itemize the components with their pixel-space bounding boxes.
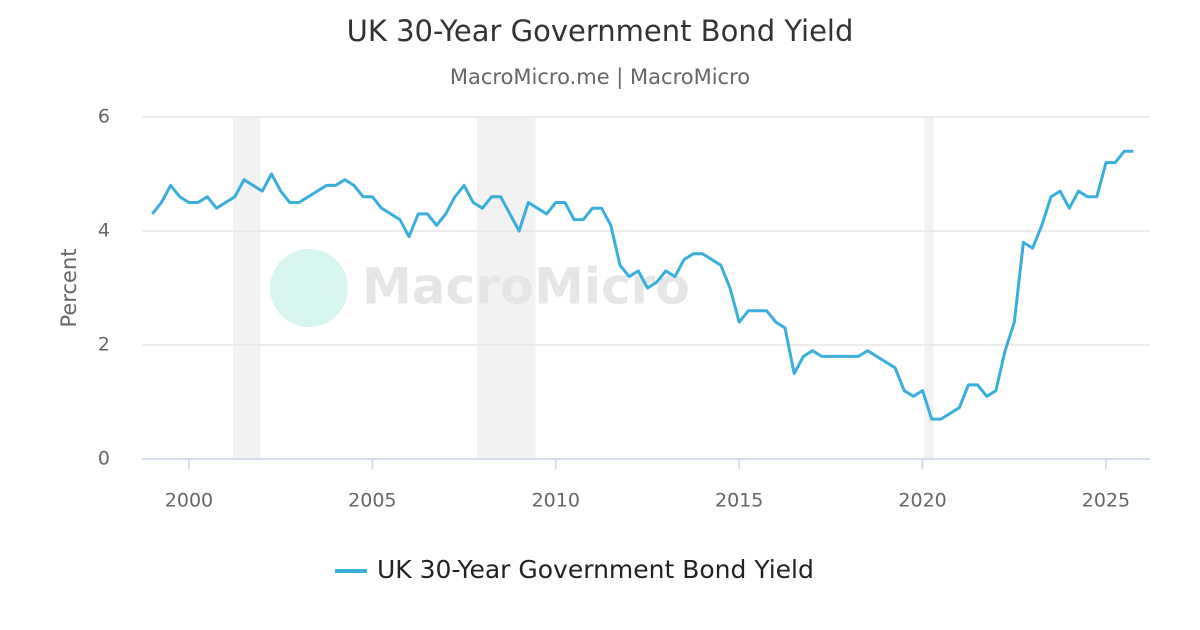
legend-label: UK 30-Year Government Bond Yield bbox=[377, 555, 814, 584]
y-tick-label: 2 bbox=[98, 334, 110, 356]
y-tick-label: 0 bbox=[98, 448, 110, 470]
y-tick-label: 4 bbox=[98, 220, 110, 242]
x-tick-label: 2025 bbox=[1082, 490, 1130, 512]
data-line bbox=[151, 149, 1134, 421]
x-tick-label: 2010 bbox=[532, 490, 580, 512]
x-tick-label: 2020 bbox=[898, 490, 946, 512]
recession-band bbox=[232, 117, 261, 459]
chart-title: UK 30-Year Government Bond Yield bbox=[347, 14, 854, 48]
x-tick-label: 2005 bbox=[348, 490, 396, 512]
watermark-logo bbox=[270, 249, 348, 327]
x-tick-label: 2000 bbox=[165, 490, 213, 512]
y-tick-label: 6 bbox=[98, 106, 110, 128]
watermark: MacroMicro bbox=[362, 258, 690, 316]
chart-subtitle: MacroMicro.me | MacroMicro bbox=[450, 65, 750, 90]
recession-band bbox=[924, 117, 934, 459]
recession-band bbox=[476, 117, 536, 459]
x-tick-label: 2015 bbox=[715, 490, 763, 512]
y-axis-label: Percent bbox=[57, 248, 81, 327]
